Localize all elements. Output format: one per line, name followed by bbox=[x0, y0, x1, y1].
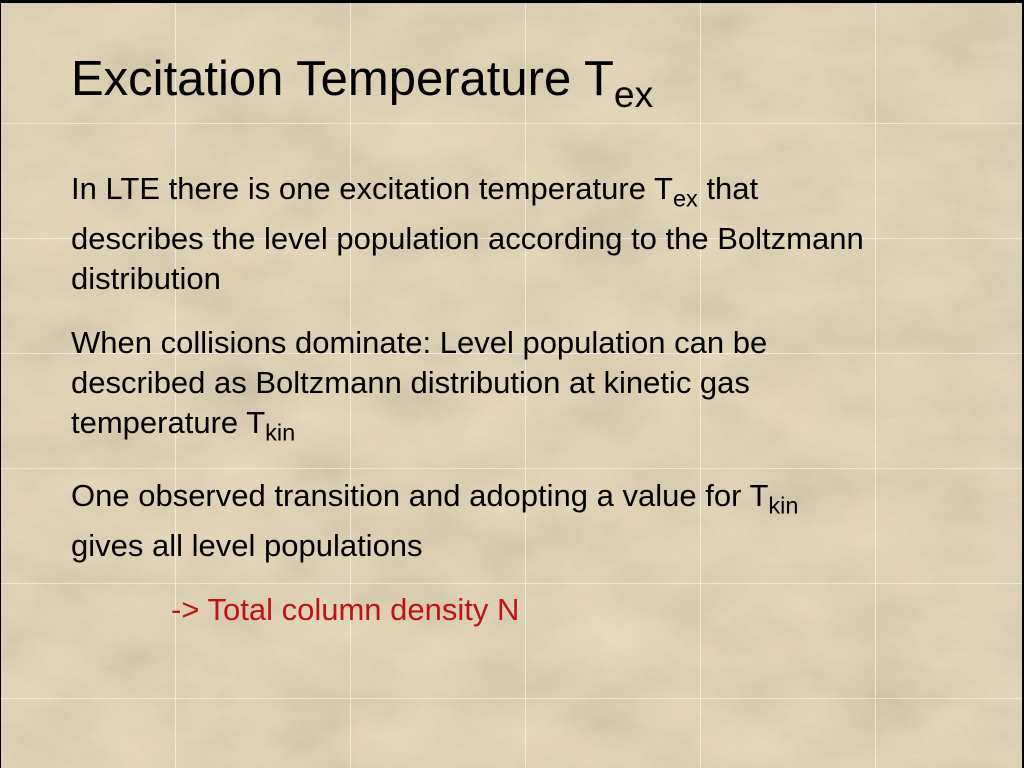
subscript-text: ex bbox=[613, 72, 654, 115]
text-segment: -> Total column density N bbox=[171, 591, 520, 627]
body-line: When collisions dominate: Level populati… bbox=[71, 323, 971, 363]
text-segment: temperature T bbox=[71, 404, 266, 440]
slide-title: Excitation Temperature Tex bbox=[71, 48, 653, 125]
body-line: In LTE there is one excitation temperatu… bbox=[71, 169, 971, 219]
paragraph-observed-transition: One observed transition and adopting a v… bbox=[71, 476, 971, 566]
subscript-text: kin bbox=[265, 419, 296, 446]
body-line: One observed transition and adopting a v… bbox=[71, 476, 971, 526]
body-line: describes the level population according… bbox=[71, 219, 971, 259]
text-segment: describes the level population according… bbox=[71, 220, 864, 256]
text-segment: When collisions dominate: Level populati… bbox=[71, 324, 768, 360]
subscript-text: ex bbox=[672, 185, 698, 212]
text-segment: One observed transition and adopting a v… bbox=[71, 478, 769, 514]
slide-content: Excitation Temperature Tex In LTE there … bbox=[1, 3, 1022, 768]
paragraph-collisions: When collisions dominate: Level populati… bbox=[71, 323, 971, 453]
text-segment: distribution bbox=[71, 260, 221, 296]
body-line: described as Boltzmann distribution at k… bbox=[71, 363, 971, 403]
body-line: distribution bbox=[71, 259, 971, 299]
slide-canvas: Excitation Temperature Tex In LTE there … bbox=[1, 3, 1022, 768]
body-line: temperature Tkin bbox=[71, 403, 971, 453]
paragraph-lte: In LTE there is one excitation temperatu… bbox=[71, 169, 971, 299]
body-line: -> Total column density N bbox=[171, 590, 971, 630]
text-segment: described as Boltzmann distribution at k… bbox=[71, 364, 750, 400]
text-segment: Excitation Temperature T bbox=[71, 52, 614, 106]
subscript-text: kin bbox=[768, 492, 799, 519]
text-segment: that bbox=[697, 171, 759, 206]
paragraph-total-column-density: -> Total column density N bbox=[71, 590, 971, 630]
slide-body: In LTE there is one excitation temperatu… bbox=[71, 169, 971, 654]
text-segment: gives all level populations bbox=[71, 527, 423, 563]
text-segment: In LTE there is one excitation temperatu… bbox=[71, 171, 673, 206]
body-line: gives all level populations bbox=[71, 526, 971, 566]
